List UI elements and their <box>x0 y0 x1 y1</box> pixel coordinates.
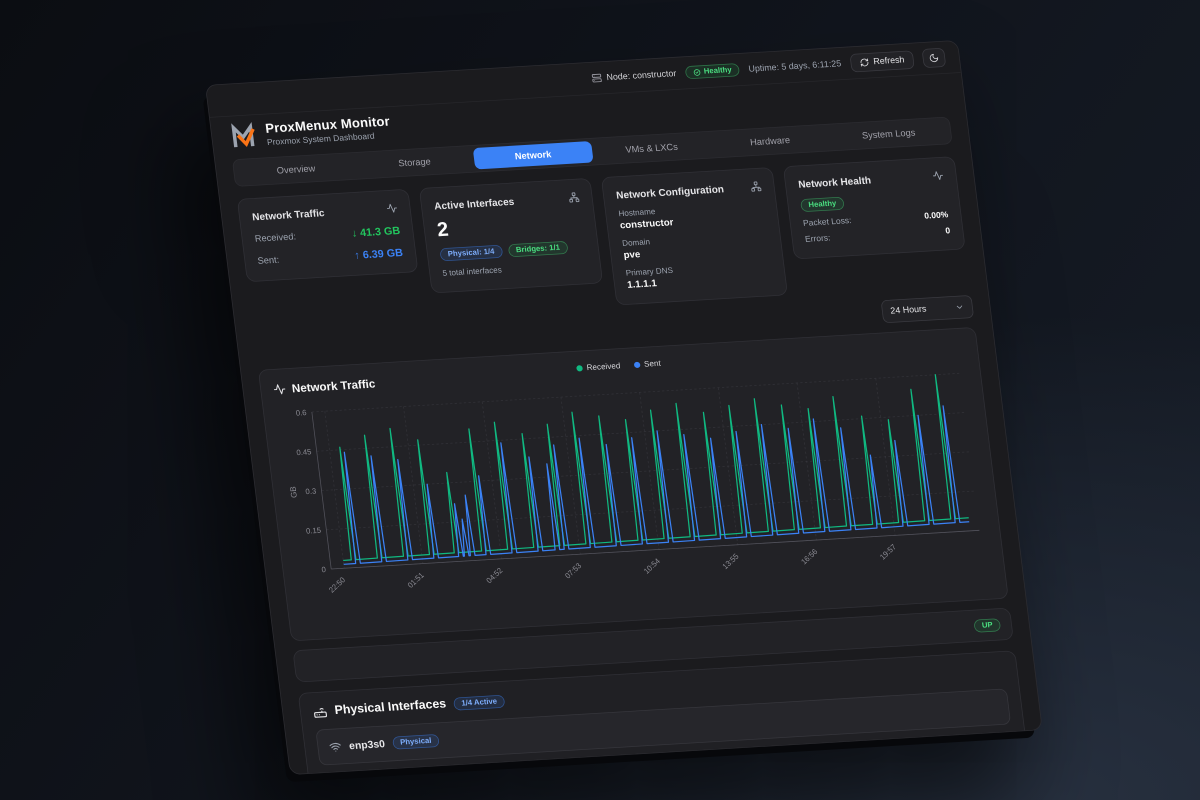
errors-label: Errors: <box>804 233 831 245</box>
network-health-card: Network Health Healthy Packet Loss: 0.00… <box>782 156 966 260</box>
tab-storage[interactable]: Storage <box>397 156 432 169</box>
svg-text:10:54: 10:54 <box>642 556 663 576</box>
uptime-text: Uptime: 5 days, 6:11:25 <box>747 58 842 74</box>
interface-type-badge: Physical <box>391 733 440 750</box>
app-header: ProxMenux Monitor Proxmox System Dashboa… <box>210 73 966 159</box>
wifi-icon <box>329 742 341 752</box>
network-traffic-chart: 0 0.15 0.3 0.45 0.6 22:50 01:51 04:52 07:53 10:54… <box>288 372 980 595</box>
health-status-badge: Healthy <box>684 63 741 80</box>
router-icon <box>314 708 328 718</box>
svg-text:13:55: 13:55 <box>721 552 741 571</box>
refresh-button[interactable]: Refresh <box>849 50 915 73</box>
active-count-badge: 1/4 Active <box>452 694 506 711</box>
server-icon <box>592 73 602 83</box>
check-circle-icon <box>693 68 701 76</box>
topology-icon <box>751 181 762 192</box>
errors-value: 0 <box>944 226 951 236</box>
physical-interfaces-section: Physical Interfaces 1/4 Active enp3s0 Ph… <box>297 650 1032 776</box>
svg-text:0.6: 0.6 <box>295 408 307 418</box>
svg-text:0.3: 0.3 <box>305 487 317 497</box>
card-title: Active Interfaces <box>433 195 515 212</box>
tab-vms-lxcs[interactable]: VMs & LXCs <box>624 141 679 156</box>
physical-count-badge: Physical: 1/4 <box>439 244 503 262</box>
chart-title: Network Traffic <box>291 377 376 396</box>
tab-network[interactable]: Network <box>472 141 594 170</box>
svg-text:19:57: 19:57 <box>878 542 898 561</box>
tab-system-logs[interactable]: System Logs <box>861 127 916 141</box>
svg-text:22:50: 22:50 <box>327 575 347 594</box>
node-label: Node: constructor <box>605 68 677 83</box>
svg-text:0.15: 0.15 <box>306 526 322 536</box>
time-range-value: 24 Hours <box>889 304 927 316</box>
packet-loss-value: 0.00% <box>923 210 949 221</box>
interface-row-enp3s0[interactable]: enp3s0 Physical <box>315 688 1012 766</box>
network-configuration-card: Network Configuration Hostname construct… <box>600 167 788 306</box>
health-badge: Healthy <box>800 196 845 213</box>
bridges-count-badge: Bridges: 1/1 <box>507 240 569 258</box>
activity-icon <box>387 203 397 213</box>
svg-text:GB: GB <box>288 486 298 498</box>
refresh-icon <box>860 58 869 67</box>
svg-text:0.45: 0.45 <box>296 447 312 457</box>
summary-cards: Network Traffic Received: ↓ 41.3 GB Sent… <box>236 156 970 327</box>
interface-name: enp3s0 <box>348 737 386 752</box>
active-interfaces-card: Active Interfaces 2 Physical: 1/4 Bridge… <box>418 177 604 294</box>
activity-icon <box>933 171 943 180</box>
sent-value: ↑ 6.39 GB <box>353 246 404 262</box>
svg-text:01:51: 01:51 <box>406 571 426 590</box>
network-icon <box>569 192 580 203</box>
received-value: ↓ 41.3 GB <box>350 223 401 240</box>
theme-toggle-button[interactable] <box>921 47 947 69</box>
dashboard-window: Node: constructor Healthy Uptime: 5 days… <box>205 40 1043 776</box>
node-indicator: Node: constructor <box>591 68 677 83</box>
activity-icon <box>274 384 286 395</box>
physical-interfaces-title: Physical Interfaces <box>333 697 447 718</box>
up-status-badge: UP <box>973 617 1002 633</box>
card-title: Network Traffic <box>251 206 326 223</box>
top-status-bar: Node: constructor Healthy Uptime: 5 days… <box>205 40 961 118</box>
active-interface-count: 2 <box>435 217 450 241</box>
tab-hardware[interactable]: Hardware <box>749 134 791 148</box>
svg-text:07:53: 07:53 <box>563 561 583 580</box>
svg-text:04:52: 04:52 <box>484 566 504 585</box>
moon-icon <box>929 53 939 63</box>
card-title: Network Health <box>797 174 872 191</box>
svg-text:0: 0 <box>321 565 326 574</box>
packet-loss-label: Packet Loss: <box>802 216 853 229</box>
received-label: Received: <box>254 230 297 245</box>
network-traffic-chart-card: Network Traffic Received Sent 0 0.15 0.3 0.… <box>257 327 1009 642</box>
time-range-select[interactable]: 24 Hours <box>880 294 975 324</box>
network-traffic-card: Network Traffic Received: ↓ 41.3 GB Sent… <box>236 188 419 283</box>
tab-overview[interactable]: Overview <box>276 162 316 176</box>
card-title: Network Configuration <box>615 183 725 201</box>
proxmenux-logo <box>231 122 255 148</box>
svg-text:16:56: 16:56 <box>799 547 819 566</box>
total-interfaces-note: 5 total interfaces <box>441 265 503 279</box>
sent-label: Sent: <box>256 254 280 267</box>
chevron-down-icon <box>956 305 963 309</box>
